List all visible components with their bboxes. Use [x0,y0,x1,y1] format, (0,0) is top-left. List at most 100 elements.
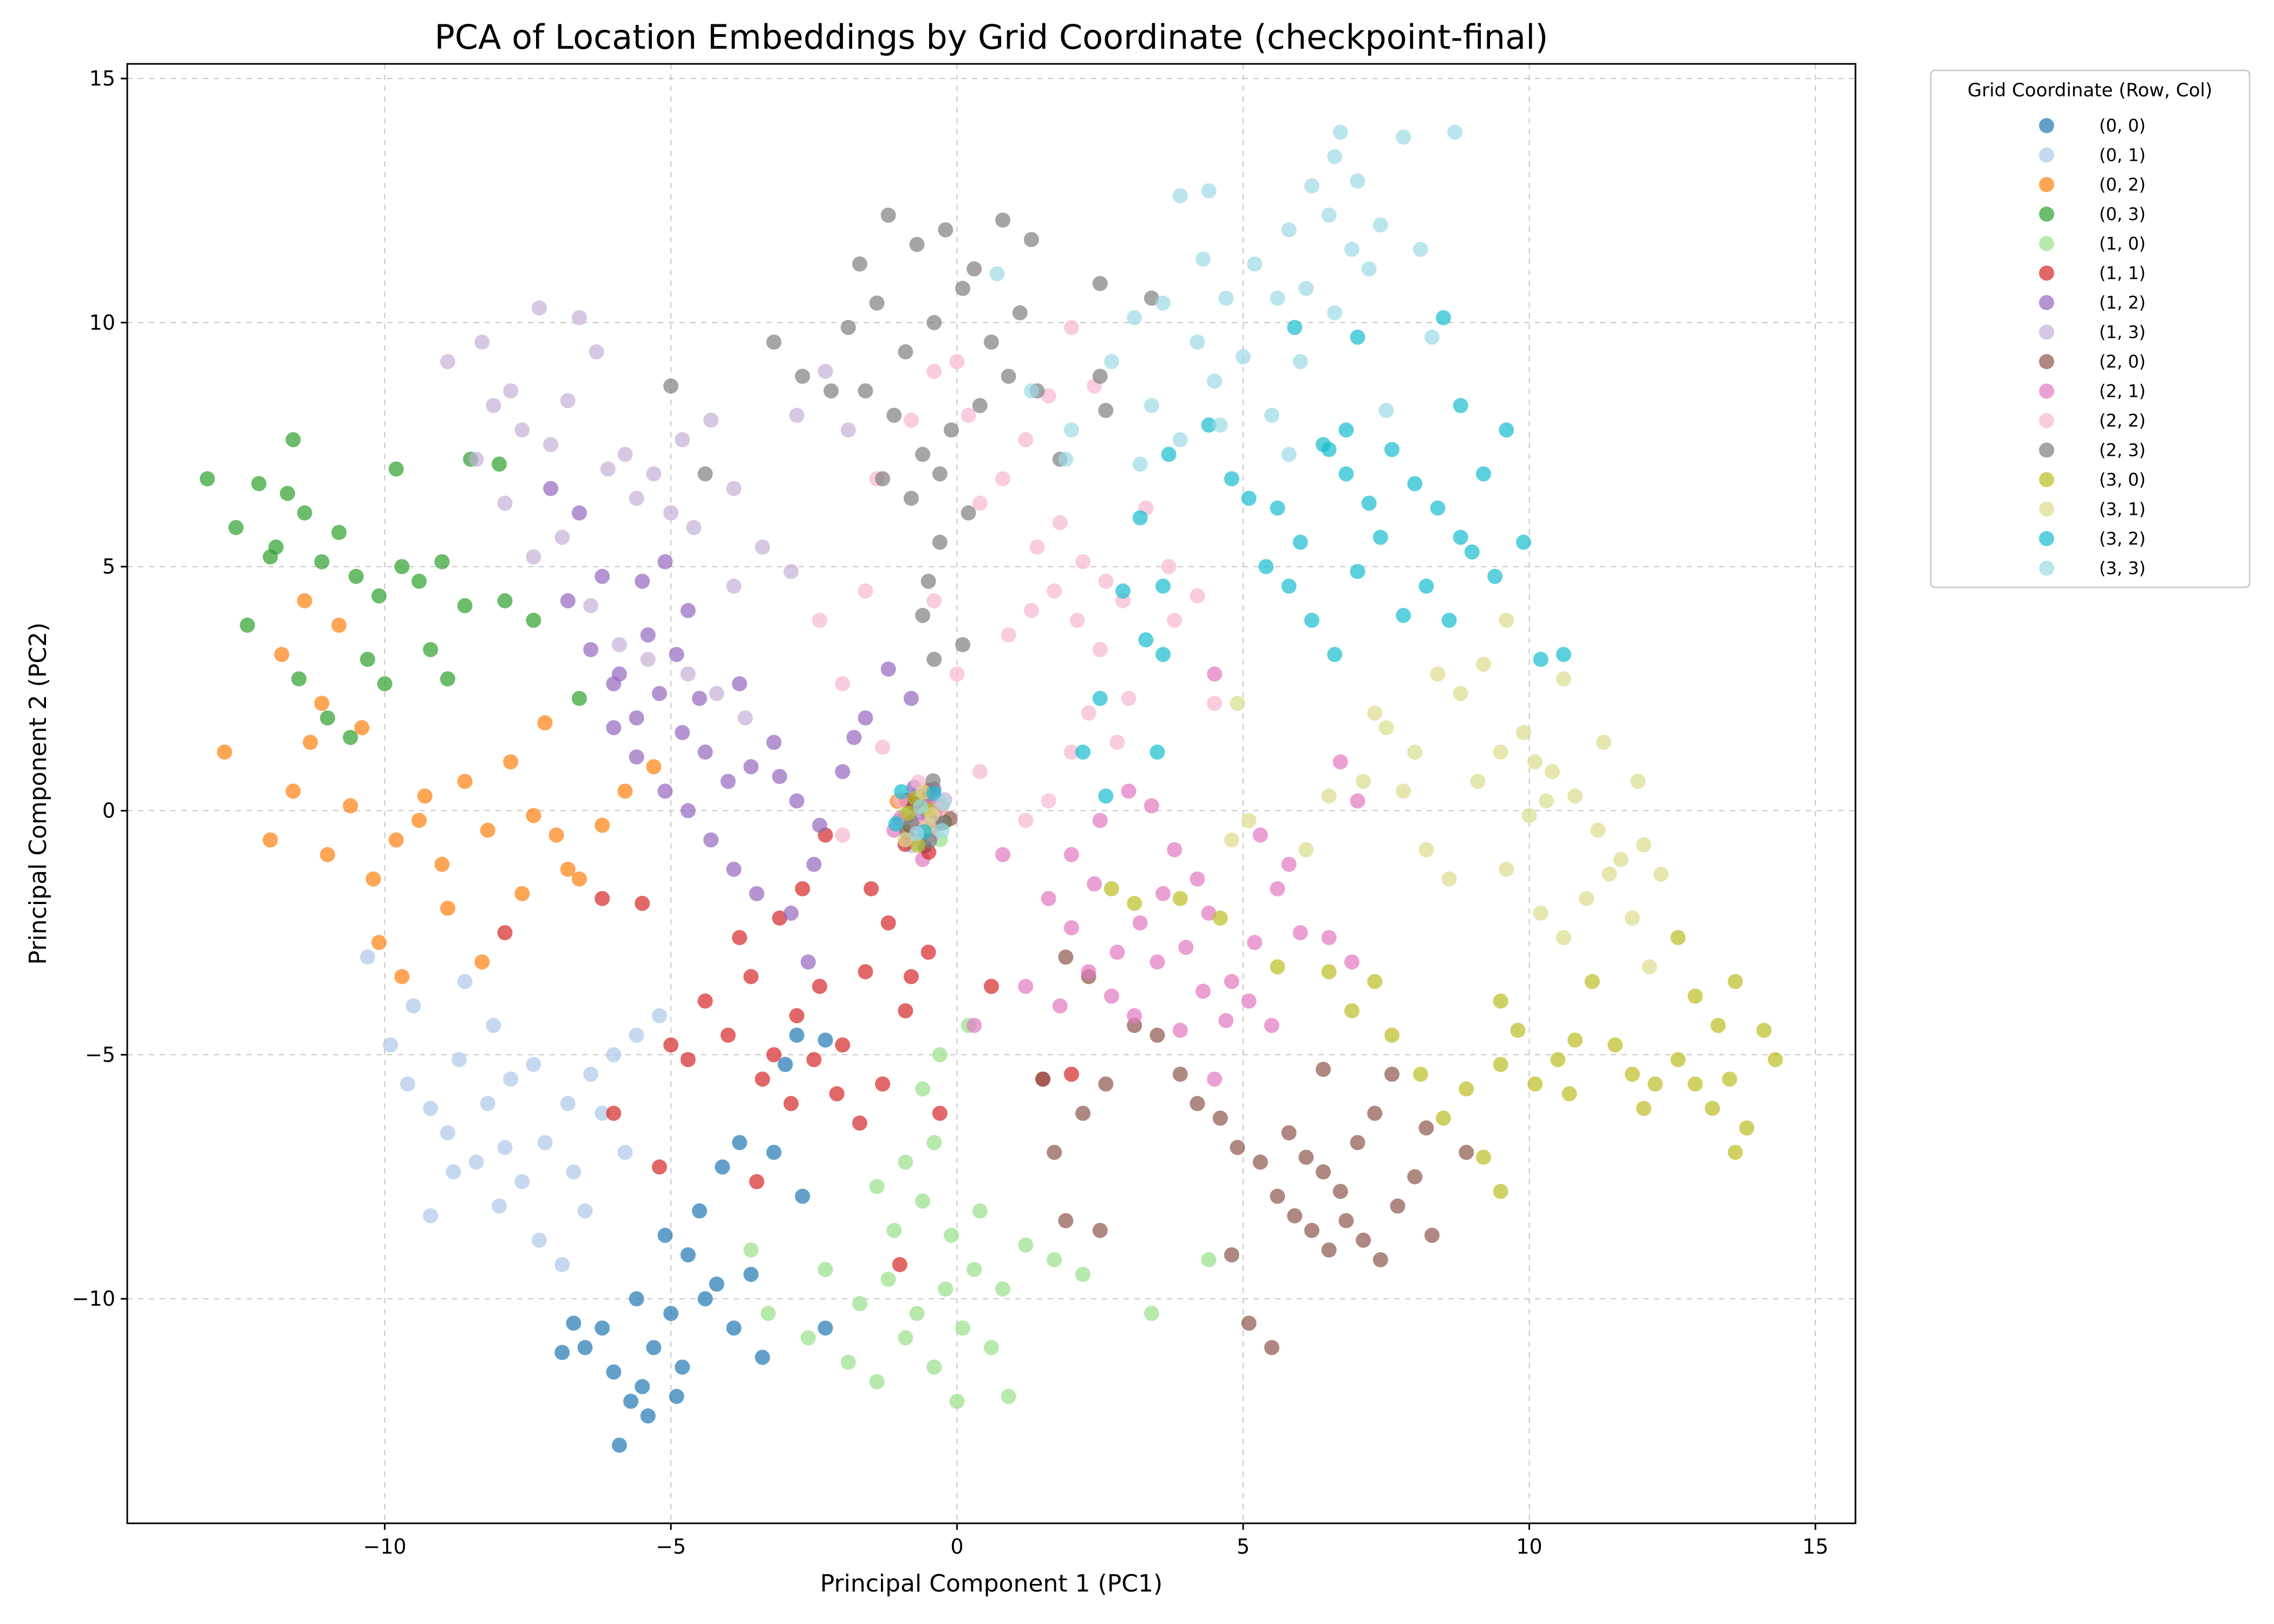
legend-label: (1, 3) [2099,322,2146,343]
data-point [1264,408,1279,423]
data-point [1207,1071,1223,1087]
data-point [743,759,759,775]
data-point [938,222,953,238]
data-point [480,1096,495,1111]
data-point [1041,388,1056,404]
data-point [731,1135,747,1150]
data-point [875,1076,891,1092]
data-point [1103,988,1119,1004]
data-point [492,456,507,472]
data-point [720,1027,736,1043]
data-point [1138,632,1154,647]
data-point [1367,705,1383,721]
data-point [1424,1228,1440,1243]
data-point [474,334,490,350]
data-point [1029,539,1045,555]
data-point [1063,1066,1079,1082]
data-point [554,1257,570,1273]
center-cluster-point [924,807,940,823]
data-point [1172,188,1188,204]
data-point [1550,1052,1566,1068]
data-point [1378,403,1394,418]
data-point [629,710,644,726]
data-point [1441,871,1457,887]
data-point [1527,1076,1543,1092]
data-point [1241,1315,1257,1331]
data-point [411,813,427,828]
data-point [1270,290,1285,306]
data-point [904,490,919,506]
data-point [1384,1066,1400,1082]
data-point [691,691,707,706]
data-point [1321,1242,1337,1258]
data-point [1098,1076,1114,1092]
data-point [731,929,747,945]
data-point [669,1389,684,1404]
data-point [949,1393,965,1409]
data-point [1384,1027,1400,1043]
data-point [1172,1066,1188,1082]
data-point [560,393,576,409]
data-point [795,369,811,384]
data-point [691,1203,707,1219]
center-cluster-point [910,837,926,853]
data-point [1069,612,1085,628]
data-point [1722,1071,1737,1087]
data-point [1264,1340,1279,1355]
data-point [1396,607,1412,623]
data-point [972,398,988,414]
data-point [783,905,799,921]
data-point [600,461,616,477]
data-point [303,735,318,750]
data-point [457,974,473,990]
legend-title: Grid Coordinate (Row, Col) [1968,80,2212,101]
data-point [651,1159,667,1175]
center-cluster-point [926,785,942,801]
data-point [1739,1120,1755,1136]
data-point [1127,310,1142,325]
legend-box [1930,69,2251,588]
data-point [1556,647,1571,663]
data-point [1023,232,1039,247]
data-point [989,266,1005,281]
data-point [1098,403,1114,418]
data-point [635,1379,650,1394]
data-point [1567,1032,1583,1048]
data-point [1241,993,1257,1009]
data-point [526,612,541,628]
data-point [1636,837,1651,853]
data-point [932,534,948,550]
data-point [1459,1081,1474,1097]
data-point [869,1374,885,1390]
data-point [789,1027,805,1043]
legend-label: (3, 0) [2099,469,2146,490]
data-point [548,827,564,843]
data-point [1207,666,1223,682]
data-point [1224,832,1239,848]
data-point [675,432,690,448]
data-point [1252,1154,1268,1170]
data-point [1098,788,1114,804]
data-point [1499,861,1514,877]
data-point [1190,588,1205,604]
data-point [1688,1076,1703,1092]
data-point [1218,290,1234,306]
data-point [680,1052,696,1068]
data-point [1321,929,1337,945]
data-point [938,1281,953,1297]
data-point [526,1057,541,1072]
data-point [669,647,684,663]
data-point [1167,842,1182,857]
data-point [480,822,495,838]
legend-items: (0, 0) (0, 1) (0, 2) (0, 3) (1, 0) (1, 1) (1, … [2039,115,2146,579]
data-point [789,1008,805,1024]
data-point [371,588,387,604]
data-point [1212,910,1228,926]
legend-label: (2, 3) [2099,440,2146,461]
data-point [1515,725,1531,741]
data-point [840,1354,856,1370]
data-point [915,607,931,623]
data-point [743,1267,759,1282]
legend-marker [2039,236,2054,251]
